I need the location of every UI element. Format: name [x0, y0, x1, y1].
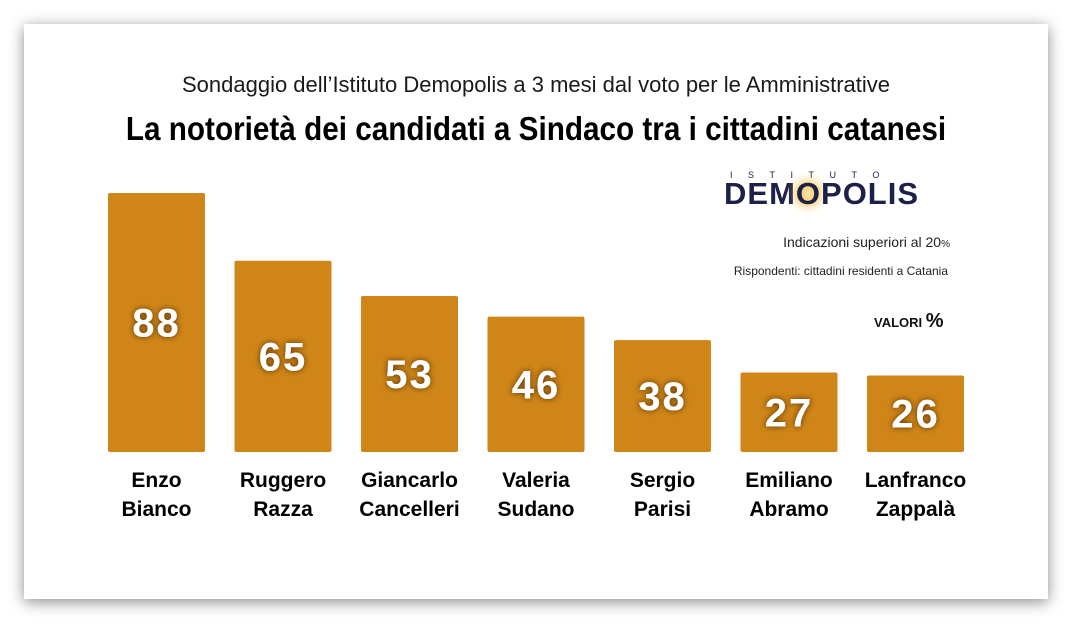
bar-5 [740, 372, 838, 452]
bar-2 [361, 296, 458, 452]
bar-value-label-1: 65 [259, 335, 308, 379]
units-label: VALORI % [874, 310, 944, 332]
category-label-1-0: Ruggero [240, 469, 326, 492]
bar-value-label-5: 27 [765, 391, 814, 435]
bar-value-label-4: 38 [638, 375, 687, 419]
category-label-6-0: Lanfranco [865, 469, 967, 492]
category-label-3-0: Valeria [502, 469, 570, 492]
category-label-6-1: Zappalà [876, 498, 956, 521]
logo-main-text: DEMOPOLIS [724, 176, 920, 211]
chart-subtitle: Sondaggio dell’Istituto Demopolis a 3 me… [181, 72, 891, 97]
category-label-4-1: Parisi [634, 498, 691, 521]
bar-1 [234, 260, 332, 452]
bar-value-label-2: 53 [385, 353, 434, 397]
bar-6 [867, 375, 964, 452]
category-label-3-1: Sudano [498, 498, 575, 521]
demopolis-logo: ISTITUTO DEMOPOLIS [724, 170, 950, 211]
category-label-5-1: Abramo [749, 498, 828, 521]
bar-value-label-3: 46 [512, 363, 561, 407]
category-label-2-0: Giancarlo [361, 469, 458, 492]
chart-title: La notorietà dei candidati a Sindaco tra… [125, 110, 947, 147]
bar-chart: 88 Enzo Bianco 65 Ruggero Razza 53 Giancarlo Can… [108, 193, 967, 521]
category-label-4-0: Sergio [630, 469, 695, 492]
logo-top-text: ISTITUTO [730, 170, 895, 180]
bar-value-label-0: 88 [132, 302, 181, 346]
category-label-1-1: Razza [253, 498, 313, 521]
category-label-0-1: Bianco [121, 498, 191, 521]
threshold-note: Indicazioni superiori al 20% [783, 234, 950, 250]
bar-4 [614, 340, 711, 452]
bar-0 [108, 193, 205, 452]
chart-card: Sondaggio dell’Istituto Demopolis a 3 me… [24, 24, 1048, 599]
bar-value-label-6: 26 [891, 393, 940, 437]
category-label-0-0: Enzo [131, 469, 181, 492]
category-label-2-1: Cancelleri [359, 498, 459, 521]
category-label-5-0: Emiliano [745, 469, 833, 492]
bar-3 [487, 316, 585, 452]
respondents-note: Rispondenti: cittadini residenti a Catan… [733, 264, 948, 278]
